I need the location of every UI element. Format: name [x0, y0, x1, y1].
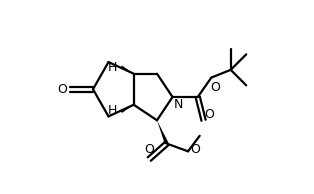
Text: O: O — [190, 143, 200, 156]
Text: H: H — [107, 61, 117, 74]
Text: O: O — [210, 81, 220, 94]
Text: H: H — [107, 104, 117, 117]
Polygon shape — [120, 105, 134, 113]
Text: O: O — [204, 108, 214, 121]
Text: O: O — [144, 143, 154, 156]
Polygon shape — [157, 120, 169, 144]
Polygon shape — [120, 66, 134, 74]
Text: O: O — [57, 83, 67, 96]
Text: N: N — [174, 98, 183, 111]
